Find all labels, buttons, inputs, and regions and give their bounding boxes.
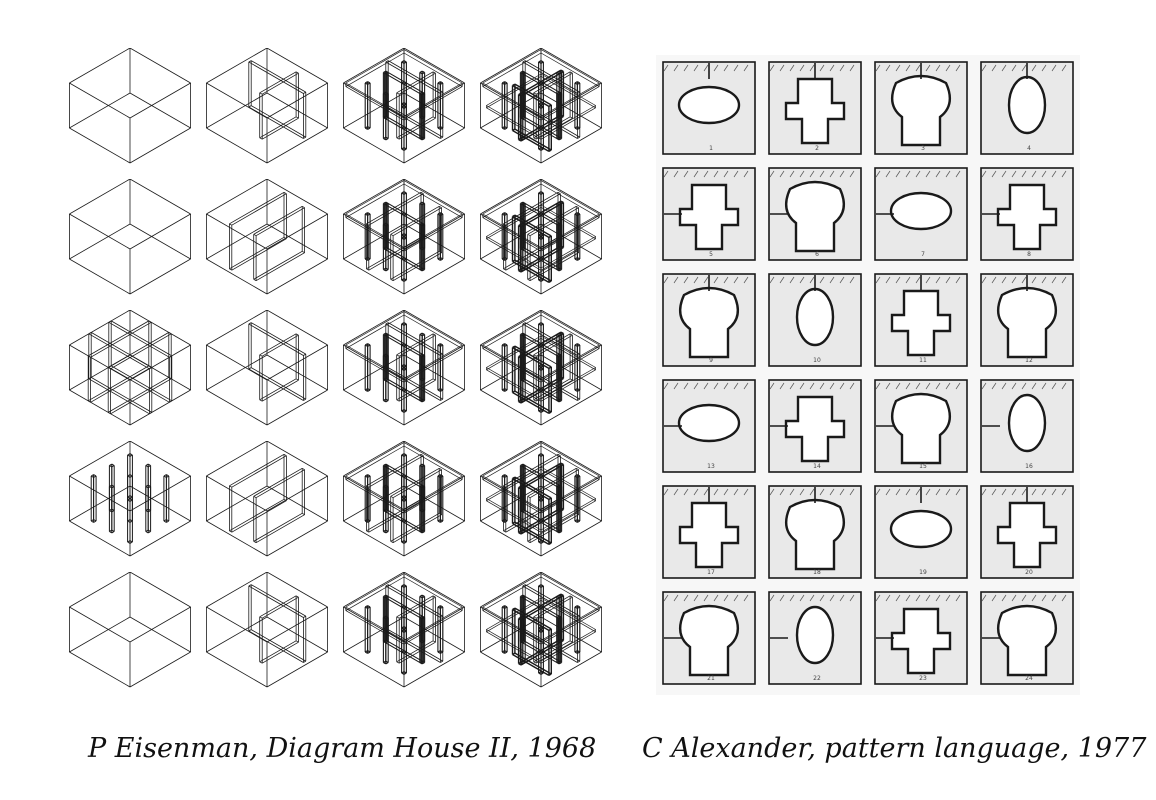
alexander-pattern-grid: 1 2 3 4 5 6 7 8 9 10 11 12 13 14 15 16 17 18 19 20 21 22 23 24	[656, 55, 1080, 695]
eisenman-diagram-17	[69, 572, 192, 688]
alexander-pattern-22: 22	[768, 591, 862, 685]
eisenman-diagram-16	[480, 441, 603, 557]
alexander-pattern-16: 16	[980, 379, 1074, 473]
pattern-number: 9	[709, 357, 713, 364]
caption-eisenman: P Eisenman, Diagram House II, 1968	[88, 733, 597, 764]
alexander-pattern-7: 7	[874, 167, 968, 261]
eisenman-diagram-5	[69, 179, 192, 295]
eisenman-diagram-12	[480, 310, 603, 426]
pattern-number: 20	[1025, 569, 1033, 576]
eisenman-diagram-8	[480, 179, 603, 295]
pattern-number: 11	[919, 357, 927, 364]
alexander-pattern-21: 21	[662, 591, 756, 685]
eisenman-diagram-7	[343, 179, 466, 295]
eisenman-diagram-3	[343, 48, 466, 164]
pattern-number: 19	[919, 569, 927, 576]
pattern-number: 8	[1027, 251, 1031, 258]
pattern-number: 7	[921, 251, 925, 258]
pattern-number: 24	[1025, 675, 1033, 682]
eisenman-diagram-1	[69, 48, 192, 164]
alexander-pattern-19: 19	[874, 485, 968, 579]
eisenman-diagram-4	[480, 48, 603, 164]
alexander-pattern-15: 15	[874, 379, 968, 473]
alexander-pattern-12: 12	[980, 273, 1074, 367]
eisenman-diagram-2	[206, 48, 329, 164]
eisenman-diagram-6	[206, 179, 329, 295]
pattern-number: 4	[1027, 145, 1031, 152]
pattern-number: 6	[815, 251, 819, 258]
eisenman-diagram-9	[69, 310, 192, 426]
eisenman-diagram-15	[343, 441, 466, 557]
alexander-pattern-17: 17	[662, 485, 756, 579]
alexander-pattern-18: 18	[768, 485, 862, 579]
alexander-pattern-14: 14	[768, 379, 862, 473]
pattern-number: 21	[707, 675, 715, 682]
eisenman-diagram-20	[480, 572, 603, 688]
pattern-number: 5	[709, 251, 713, 258]
eisenman-diagram-11	[343, 310, 466, 426]
alexander-pattern-3: 3	[874, 61, 968, 155]
pattern-number: 22	[813, 675, 821, 682]
pattern-number: 12	[1025, 357, 1033, 364]
alexander-pattern-2: 2	[768, 61, 862, 155]
alexander-pattern-23: 23	[874, 591, 968, 685]
eisenman-diagram-10	[206, 310, 329, 426]
pattern-number: 2	[815, 145, 819, 152]
pattern-number: 14	[813, 463, 821, 470]
alexander-pattern-13: 13	[662, 379, 756, 473]
pattern-number: 16	[1025, 463, 1033, 470]
eisenman-diagram-14	[206, 441, 329, 557]
pattern-number: 23	[919, 675, 927, 682]
eisenman-diagram-13	[69, 441, 192, 557]
alexander-pattern-24: 24	[980, 591, 1074, 685]
pattern-number: 10	[813, 357, 821, 364]
alexander-pattern-4: 4	[980, 61, 1074, 155]
pattern-number: 3	[921, 145, 925, 152]
alexander-pattern-8: 8	[980, 167, 1074, 261]
pattern-number: 13	[707, 463, 715, 470]
alexander-pattern-1: 1	[662, 61, 756, 155]
pattern-number: 15	[919, 463, 927, 470]
alexander-pattern-11: 11	[874, 273, 968, 367]
caption-alexander: C Alexander, pattern language, 1977	[642, 733, 1147, 764]
alexander-pattern-6: 6	[768, 167, 862, 261]
eisenman-diagram-19	[343, 572, 466, 688]
pattern-number: 1	[709, 145, 713, 152]
alexander-pattern-10: 10	[768, 273, 862, 367]
eisenman-diagram-grid	[62, 48, 612, 704]
pattern-number: 18	[813, 569, 821, 576]
alexander-pattern-20: 20	[980, 485, 1074, 579]
pattern-number: 17	[707, 569, 715, 576]
eisenman-diagram-18	[206, 572, 329, 688]
alexander-pattern-9: 9	[662, 273, 756, 367]
alexander-pattern-5: 5	[662, 167, 756, 261]
